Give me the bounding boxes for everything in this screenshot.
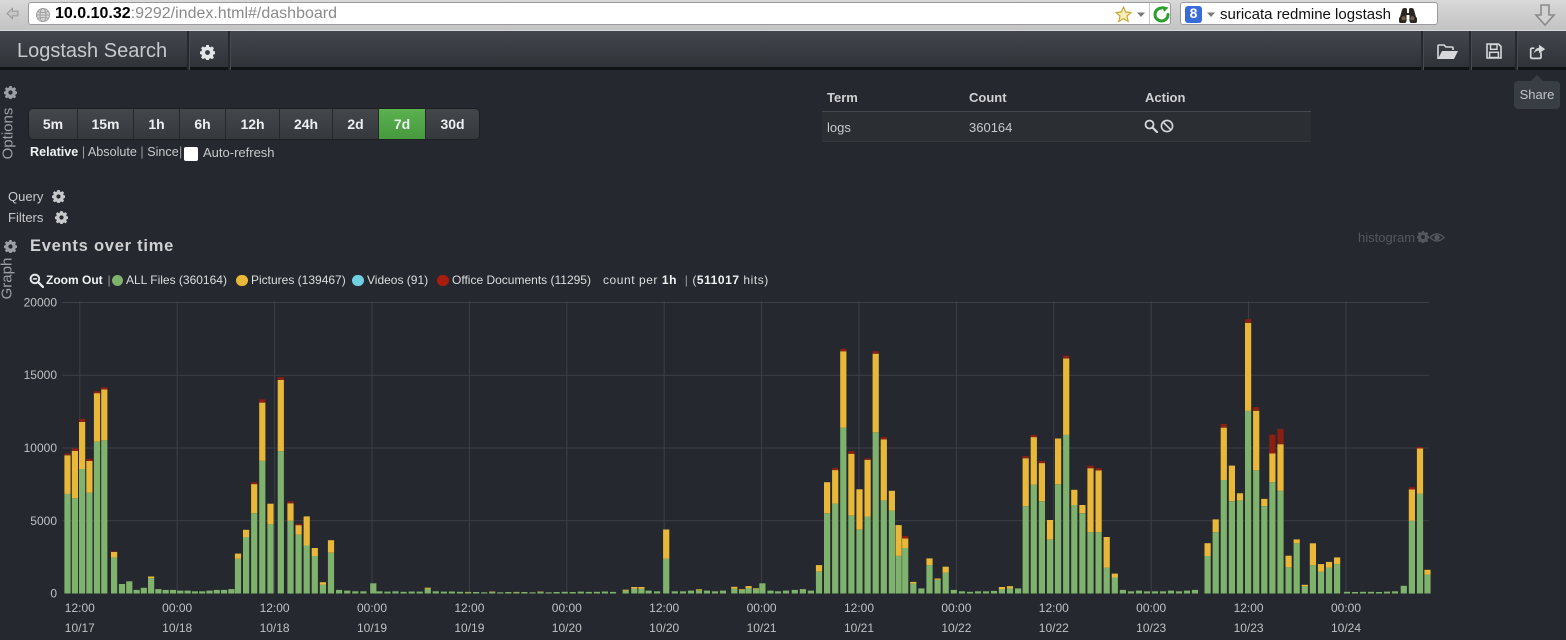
svg-text:10/18: 10/18 [162,621,192,635]
svg-text:10/21: 10/21 [844,621,874,635]
svg-text:20000: 20000 [24,296,58,310]
svg-text:10/21: 10/21 [747,621,777,635]
svg-text:10/24: 10/24 [1331,621,1361,635]
svg-text:00:00: 00:00 [162,601,192,615]
svg-text:10000: 10000 [24,441,58,455]
svg-text:00:00: 00:00 [552,601,582,615]
svg-text:10/22: 10/22 [941,621,971,635]
svg-text:00:00: 00:00 [1136,601,1166,615]
svg-text:12:00: 12:00 [1234,601,1264,615]
svg-text:10/20: 10/20 [552,621,582,635]
svg-text:10/17: 10/17 [65,621,95,635]
svg-text:15000: 15000 [24,368,58,382]
svg-text:12:00: 12:00 [844,601,874,615]
svg-text:12:00: 12:00 [1039,601,1069,615]
svg-text:10/19: 10/19 [454,621,484,635]
svg-text:00:00: 00:00 [941,601,971,615]
svg-text:10/22: 10/22 [1039,621,1069,635]
svg-text:10/23: 10/23 [1136,621,1166,635]
svg-text:00:00: 00:00 [357,601,387,615]
svg-text:0: 0 [50,587,57,601]
svg-text:12:00: 12:00 [260,601,290,615]
svg-text:00:00: 00:00 [747,601,777,615]
svg-text:10/20: 10/20 [649,621,679,635]
svg-text:00:00: 00:00 [1331,601,1361,615]
svg-text:5000: 5000 [30,514,57,528]
svg-text:12:00: 12:00 [65,601,95,615]
svg-text:10/23: 10/23 [1234,621,1264,635]
svg-text:12:00: 12:00 [649,601,679,615]
svg-text:12:00: 12:00 [454,601,484,615]
svg-text:10/18: 10/18 [260,621,290,635]
svg-text:10/19: 10/19 [357,621,387,635]
